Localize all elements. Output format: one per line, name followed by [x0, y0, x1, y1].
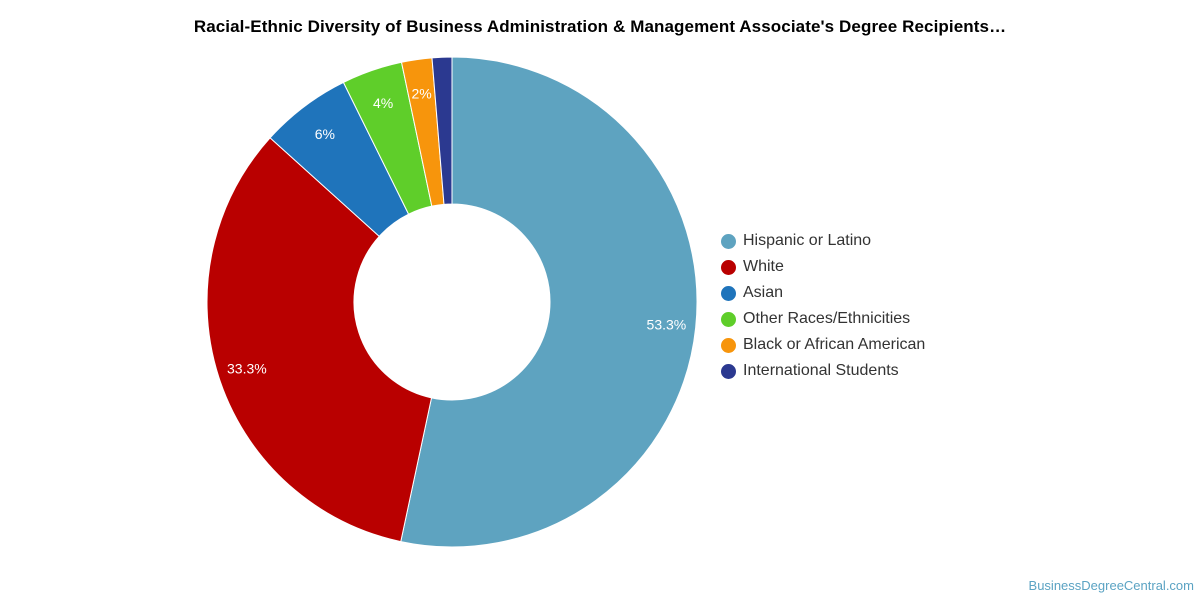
legend-swatch — [721, 259, 736, 275]
legend-item-black-or-african-american[interactable]: Black or African American — [721, 332, 925, 358]
legend-item-asian[interactable]: Asian — [721, 280, 925, 306]
legend-label: International Students — [743, 362, 899, 379]
legend: Hispanic or Latino White Asian Other Races/… — [721, 228, 925, 384]
slice-label-white: 33.3% — [227, 360, 267, 376]
legend-item-other-races-ethnicities[interactable]: Other Races/Ethnicities — [721, 306, 925, 332]
slice-label-hispanic-or-latino: 53.3% — [647, 317, 687, 333]
legend-swatch — [721, 311, 736, 327]
legend-swatch — [721, 363, 736, 379]
legend-item-hispanic-or-latino[interactable]: Hispanic or Latino — [721, 228, 925, 254]
legend-swatch — [721, 337, 736, 353]
legend-label: Black or African American — [743, 336, 926, 353]
legend-label: White — [743, 258, 784, 275]
slice-white[interactable] — [206, 137, 433, 543]
legend-label: Hispanic or Latino — [743, 232, 872, 249]
watermark[interactable]: BusinessDegreeCentral.com — [1028, 578, 1194, 593]
legend-item-white[interactable]: White — [721, 254, 925, 280]
legend-label: Other Races/Ethnicities — [743, 310, 911, 327]
slice-hispanic-or-latino[interactable] — [400, 56, 698, 548]
legend-swatch — [721, 233, 736, 249]
chart-title: Racial-Ethnic Diversity of Business Admi… — [193, 17, 1007, 36]
slice-label-black-or-african-american: 2% — [412, 86, 432, 102]
slice-label-other-races-ethnicities: 4% — [373, 95, 393, 111]
legend-label: Asian — [743, 284, 784, 301]
slice-label-asian: 6% — [315, 126, 335, 142]
legend-swatch — [721, 285, 736, 301]
legend-item-international-students[interactable]: International Students — [721, 358, 925, 384]
slice-international-students[interactable] — [431, 56, 453, 205]
